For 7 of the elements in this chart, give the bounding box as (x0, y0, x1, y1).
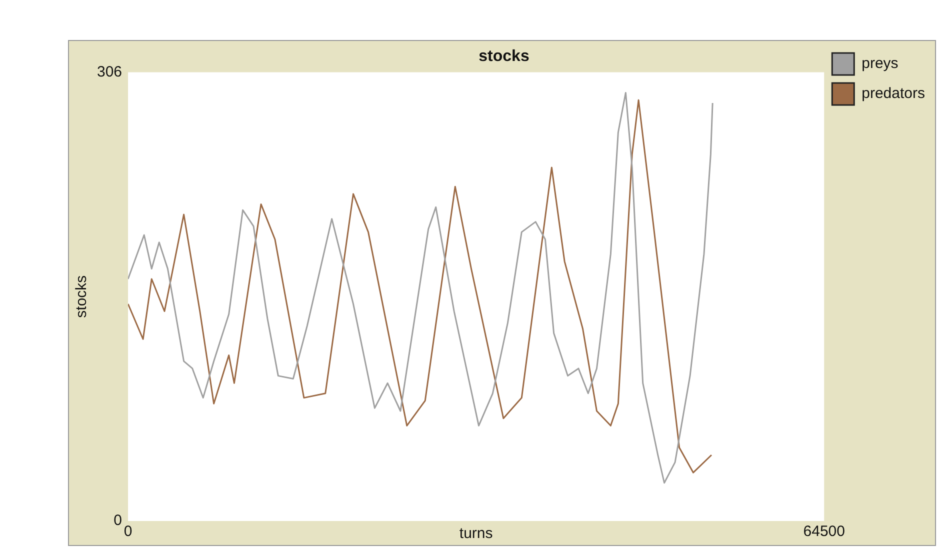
x-tick-label: 64500 (803, 523, 845, 540)
chart-title: stocks (478, 48, 530, 66)
y-axis-title: stocks (73, 275, 90, 318)
legend-label: preys (862, 55, 898, 72)
y-tick-label: 306 (96, 63, 122, 80)
legend-label: predators (862, 85, 926, 102)
x-axis-title: turns (459, 525, 493, 542)
